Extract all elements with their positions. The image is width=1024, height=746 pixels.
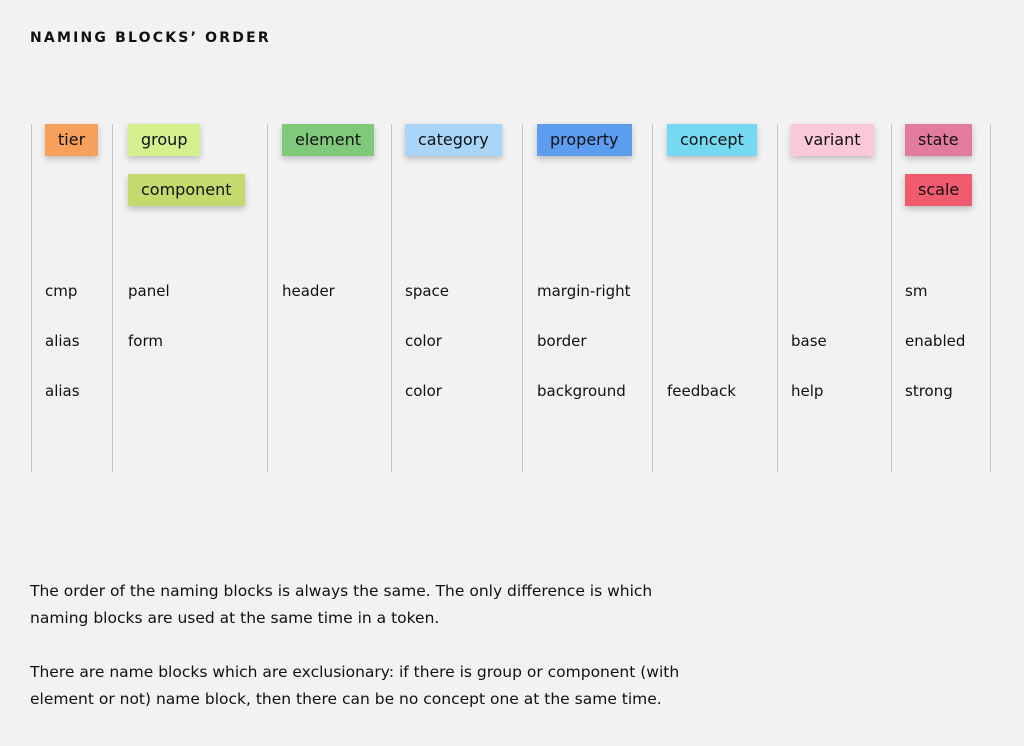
name-block: tier (45, 124, 99, 156)
example-value: panel (128, 282, 170, 300)
example-value: sm (905, 282, 928, 300)
name-block: variant (791, 124, 874, 156)
example-value: alias (45, 382, 80, 400)
example-value: background (537, 382, 626, 400)
example-value: header (282, 282, 335, 300)
example-value: feedback (667, 382, 736, 400)
separator (391, 124, 392, 472)
example-value: space (405, 282, 450, 300)
name-block: scale (905, 174, 973, 206)
name-block: category (405, 124, 502, 156)
name-block: element (282, 124, 374, 156)
name-block: component (128, 174, 245, 206)
paragraph-line: element or not) name block, then there c… (30, 690, 662, 708)
separator (990, 124, 991, 472)
example-value: color (405, 332, 442, 350)
example-value: margin-right (537, 282, 631, 300)
name-block: property (537, 124, 632, 156)
example-value: alias (45, 332, 80, 350)
separator (112, 124, 113, 472)
example-value: cmp (45, 282, 78, 300)
example-value: form (128, 332, 163, 350)
separator (652, 124, 653, 472)
name-block: group (128, 124, 201, 156)
name-block: concept (667, 124, 757, 156)
separator (891, 124, 892, 472)
paragraph-line: The order of the naming blocks is always… (30, 582, 653, 600)
example-value: enabled (905, 332, 966, 350)
title: NAMING BLOCKS’ ORDER (30, 30, 271, 46)
example-value: color (405, 382, 442, 400)
separator (267, 124, 268, 472)
paragraph-line: There are name blocks which are exclusio… (30, 663, 680, 681)
example-value: base (791, 332, 827, 350)
separator (777, 124, 778, 472)
example-value: border (537, 332, 587, 350)
paragraph-line: naming blocks are used at the same time … (30, 609, 440, 627)
separator (31, 124, 32, 472)
name-block: state (905, 124, 972, 156)
separator (522, 124, 523, 472)
example-value: strong (905, 382, 953, 400)
example-value: help (791, 382, 824, 400)
